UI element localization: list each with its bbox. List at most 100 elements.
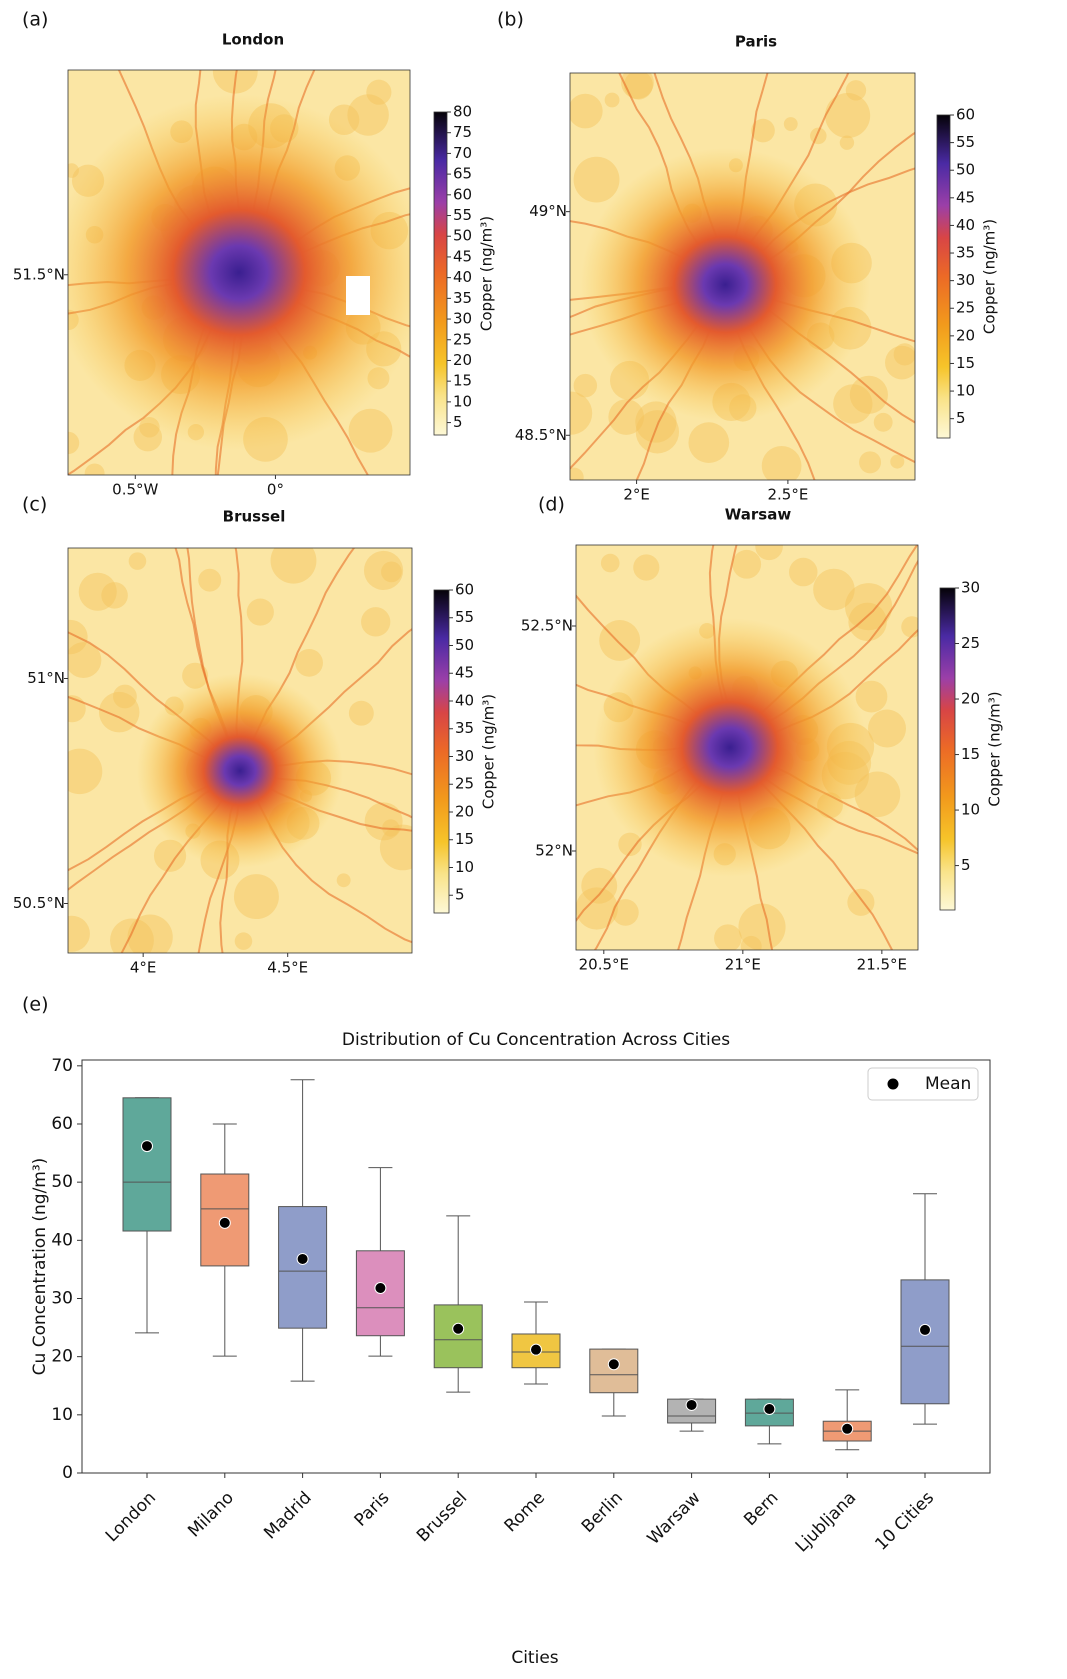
map-patch [688, 422, 730, 463]
colorbar-tick-label: 50 [956, 161, 975, 179]
map-patch [570, 93, 603, 129]
map-patch [348, 408, 393, 453]
map-patch [890, 454, 905, 469]
map-title: London [222, 31, 284, 49]
y-tick-label: 40 [51, 1230, 73, 1250]
map-patch [714, 924, 742, 950]
map-patch [113, 684, 137, 709]
colorbar-tick-label: 50 [455, 636, 474, 654]
map-patch [845, 583, 893, 631]
colorbar-tick-label: 60 [956, 106, 975, 124]
map-patch [600, 553, 620, 573]
x-tick-label: 2°E [623, 486, 650, 504]
map-patch [366, 79, 392, 105]
map-patch [573, 156, 620, 203]
y-tick-label: 48.5°N [515, 426, 567, 444]
y-tick-label: 51°N [27, 669, 65, 687]
map-patch [84, 463, 105, 475]
y-tick-label: 0 [62, 1463, 73, 1483]
map-image [576, 545, 918, 950]
map-heat [580, 147, 871, 422]
mean-marker [296, 1252, 309, 1265]
colorbar-tick-label: 40 [956, 216, 975, 234]
map-patch [839, 135, 855, 150]
map-patch [110, 918, 154, 953]
mean-marker [919, 1323, 931, 1336]
colorbar-tick-label: 35 [453, 289, 472, 307]
colorbar-label: Copper (ng/m³) [478, 216, 496, 331]
y-tick-label: 10 [51, 1405, 73, 1425]
panel-label: (e) [22, 994, 49, 1016]
colorbar-tick-label: 60 [453, 185, 472, 203]
colorbar-tick-label: 5 [453, 413, 463, 431]
y-tick-label: 51.5°N [13, 265, 65, 283]
map-patch [198, 568, 222, 592]
map-patch [813, 568, 855, 611]
colorbar-tick-label: 45 [956, 188, 975, 206]
box [900, 1279, 950, 1405]
map-patch [873, 412, 893, 432]
x-tick-label: 10 Cities [871, 1488, 938, 1555]
map-patch [68, 619, 88, 655]
map-patch [859, 451, 882, 474]
map-patch [295, 649, 323, 677]
map-patch [234, 932, 253, 950]
map-frame [575, 544, 919, 951]
colorbar-tick-label: 35 [956, 244, 975, 262]
x-tick-label: Bern [740, 1488, 782, 1530]
map-patch [581, 867, 618, 904]
map-patch [789, 557, 818, 587]
map-patch [348, 700, 374, 726]
box [433, 1304, 483, 1369]
colorbar-tick-label: 10 [455, 858, 474, 876]
x-tick-label: 21°E [725, 956, 761, 974]
panel-label: (c) [22, 494, 47, 516]
x-tick-label: London [102, 1488, 160, 1546]
map-patch [783, 117, 798, 131]
map-patch [633, 554, 660, 581]
colorbar-label: Copper (ng/m³) [480, 694, 498, 809]
colorbar-tick-label: 80 [453, 103, 472, 121]
colorbar-tick-label: 55 [455, 608, 474, 626]
map-patch [825, 93, 871, 139]
map-frame [67, 547, 413, 954]
x-axis-label: Cities [511, 1648, 558, 1668]
panel-label: (d) [538, 494, 565, 516]
x-tick-label: Paris [351, 1488, 394, 1531]
colorbar-tick-label: 5 [455, 886, 465, 904]
colorbar-tick-label: 25 [453, 330, 472, 348]
colorbar-tick-label: 45 [453, 247, 472, 265]
colorbar-tick-label: 25 [956, 299, 975, 317]
map-frame [67, 69, 411, 476]
colorbar-tick-label: 15 [455, 830, 474, 848]
x-tick-label: Milano [184, 1488, 238, 1542]
chart-title: Distribution of Cu Concentration Across … [342, 1030, 730, 1050]
colorbar-tick-label: 50 [453, 227, 472, 245]
map-patch [849, 375, 888, 414]
legend-box [867, 1067, 979, 1101]
plot-frame [81, 1059, 991, 1474]
map-patch [361, 607, 391, 637]
map-title: Paris [735, 33, 777, 51]
colorbar-tick-label: 25 [961, 634, 980, 652]
mean-marker [218, 1216, 231, 1229]
x-tick-label: Warsaw [644, 1488, 705, 1549]
map-patch [608, 399, 645, 435]
colorbar-label: Copper (ng/m³) [981, 219, 999, 334]
map-patch [127, 914, 173, 953]
x-tick-label: Rome [501, 1488, 549, 1536]
mean-marker [530, 1343, 542, 1356]
map-patch [364, 802, 403, 841]
map-patch [573, 373, 598, 398]
map-image [68, 548, 412, 953]
colorbar [433, 589, 450, 914]
colorbar-tick-label: 20 [956, 326, 975, 344]
colorbar [939, 587, 956, 911]
map-heat [68, 94, 410, 451]
map-patch [68, 915, 90, 952]
colorbar-tick-label: 60 [455, 581, 474, 599]
colorbar [936, 114, 951, 439]
x-tick-label: 4.5°E [267, 959, 308, 977]
map-patch [233, 874, 279, 920]
colorbar-tick-label: 40 [453, 268, 472, 286]
